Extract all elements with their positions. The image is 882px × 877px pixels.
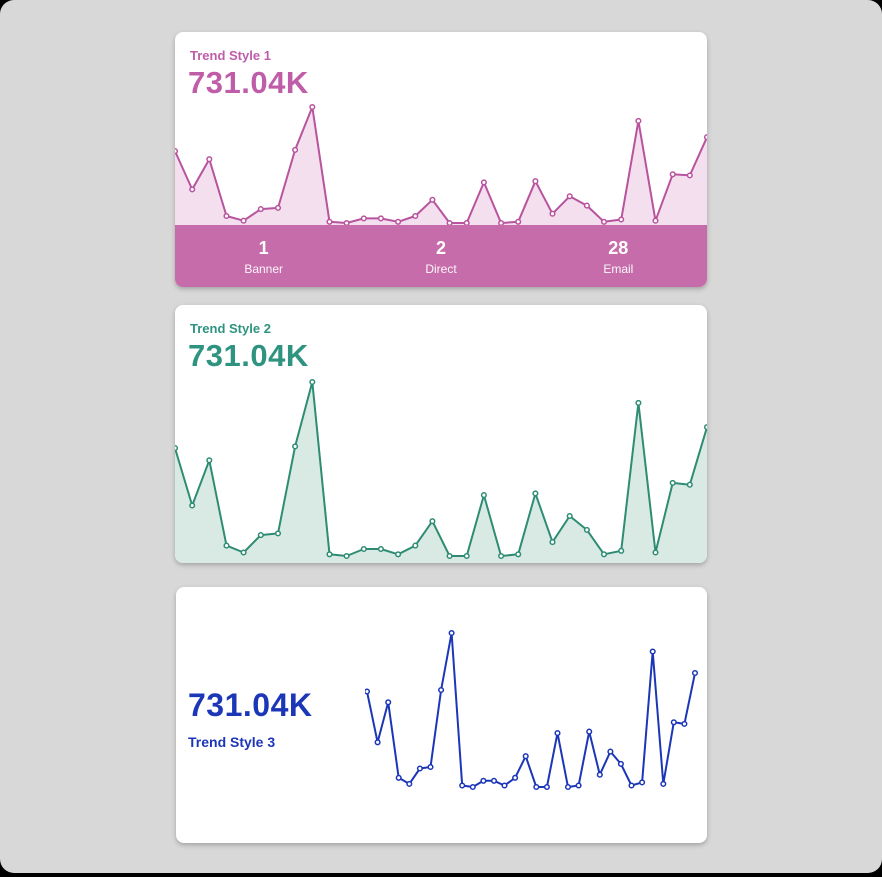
trend-card-style-1[interactable]: Trend Style 1 731.04K 1 Banner 2 Direct … — [175, 32, 707, 287]
stat-banner-value: 1 — [258, 237, 269, 258]
card-1-title: Trend Style 1 — [190, 48, 271, 63]
trend-style-2-chart — [175, 378, 707, 563]
card-1-stats-bar: 1 Banner 2 Direct 28 Email — [175, 225, 707, 287]
stat-direct-value: 2 — [435, 237, 446, 258]
card-3-kpi-block: 731.04K Trend Style 3 — [188, 687, 312, 750]
card-2-title: Trend Style 2 — [190, 321, 271, 336]
card-1-headline-value: 731.04K — [188, 65, 309, 100]
stat-direct-label: Direct — [425, 262, 457, 277]
stat-email: 28 Email — [530, 225, 707, 287]
card-3-headline-value: 731.04K — [188, 687, 313, 723]
stat-email-label: Email — [603, 262, 634, 277]
stat-direct: 2 Direct — [352, 225, 529, 287]
stat-email-value: 28 — [608, 237, 629, 258]
trend-style-3-chart — [365, 629, 699, 791]
stat-banner-label: Banner — [244, 262, 284, 277]
trend-card-style-3[interactable]: 731.04K Trend Style 3 — [176, 587, 707, 843]
stat-banner: 1 Banner — [175, 225, 352, 287]
trend-card-style-2[interactable]: Trend Style 2 731.04K — [175, 305, 707, 563]
trend-style-1-chart — [175, 103, 707, 225]
card-2-headline-value: 731.04K — [188, 338, 309, 373]
card-3-title: Trend Style 3 — [188, 734, 276, 750]
